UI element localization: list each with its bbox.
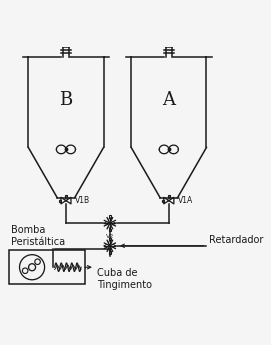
Text: A: A [162,91,175,109]
Text: B: B [59,91,73,109]
Bar [168,195,170,197]
Text: V1A: V1A [178,196,193,205]
Text: Cuba de
Tingimento: Cuba de Tingimento [97,268,152,290]
Text: Retardador: Retardador [209,235,263,245]
Text: Bomba
Peristáltica: Bomba Peristáltica [11,225,65,247]
Bar [109,229,111,231]
Bar [109,215,111,218]
Bar [162,200,164,201]
Bar [59,200,61,201]
Bar [65,195,67,197]
Text: V1B: V1B [75,196,90,205]
Bar [109,238,111,240]
Text: V2: V2 [106,234,114,238]
Bar [109,251,111,254]
Bar [9,250,85,284]
